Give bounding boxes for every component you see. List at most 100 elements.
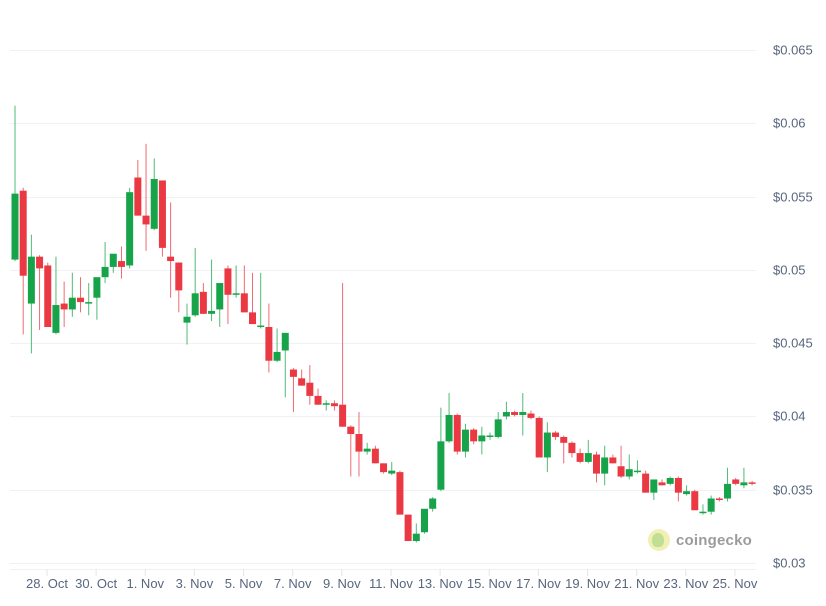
candle-down[interactable] [511,412,519,415]
candle-up[interactable] [232,293,240,295]
candle-up[interactable] [11,193,19,260]
candle-up[interactable] [445,414,453,442]
candle-down[interactable] [265,327,273,361]
candle-up[interactable] [52,305,60,333]
candle-up[interactable] [461,429,469,452]
x-tick-label: 9. Nov [323,576,361,591]
candle-down[interactable] [117,261,125,267]
candle-down[interactable] [134,177,142,216]
candle-down[interactable] [371,448,379,464]
candle-down[interactable] [167,256,175,262]
candle-up[interactable] [85,302,93,304]
candle-down[interactable] [535,417,543,458]
candle-down[interactable] [240,293,248,313]
candle-down[interactable] [748,482,756,484]
candle-up[interactable] [437,441,445,490]
candle-down[interactable] [453,414,461,452]
candle-up[interactable] [388,470,396,474]
candle-up[interactable] [183,316,191,323]
candle-up[interactable] [363,448,371,452]
candle-down[interactable] [592,454,600,474]
x-tick-label: 23. Nov [663,576,709,591]
candle-up[interactable] [216,283,224,310]
x-tick-label: 7. Nov [273,576,312,591]
candle-down[interactable] [289,369,297,377]
candle-down[interactable] [642,473,650,493]
candle-up[interactable] [322,403,330,405]
candle-up[interactable] [478,435,486,442]
candle-down[interactable] [347,426,355,435]
candle-up[interactable] [257,325,265,328]
candle-up[interactable] [666,477,674,484]
candle-down[interactable] [609,457,617,464]
candle-down[interactable] [36,256,44,269]
candle-up[interactable] [543,432,551,458]
candle-down[interactable] [617,466,625,477]
candle-down[interactable] [142,215,150,225]
y-tick-label: $0.035 [773,482,813,498]
candle-down[interactable] [470,429,478,442]
candle-up[interactable] [740,482,748,486]
candle-down[interactable] [199,291,207,314]
candle-up[interactable] [109,253,117,267]
candle-up[interactable] [191,293,199,316]
candle-up[interactable] [93,277,101,298]
candle-up[interactable] [494,419,502,437]
candle-down[interactable] [330,403,338,407]
candle-down[interactable] [60,303,68,310]
candle-up[interactable] [101,266,109,278]
candle-down[interactable] [732,479,740,484]
candle-up[interactable] [502,412,510,417]
candle-up[interactable] [486,435,494,437]
candle-up[interactable] [429,498,437,509]
candle-up[interactable] [273,351,281,361]
candle-down[interactable] [175,262,183,291]
candle-down[interactable] [658,482,666,486]
candle-down[interactable] [314,395,322,405]
candle-down[interactable] [674,477,682,493]
candle-up[interactable] [584,453,592,462]
x-tick-label: 3. Nov [175,576,214,591]
candle-down[interactable] [568,442,576,454]
candle-up[interactable] [601,457,609,474]
candle-up[interactable] [68,297,76,310]
candle-down[interactable] [298,378,306,386]
candle-down[interactable] [19,190,27,276]
candle-up[interactable] [412,533,420,542]
candle-up[interactable] [650,479,658,493]
candle-up[interactable] [625,469,633,477]
candle-down[interactable] [527,413,535,418]
candle-down[interactable] [306,382,314,396]
candle-down[interactable] [249,312,257,325]
candle-up[interactable] [699,511,707,514]
x-tick-label: 25. Nov [712,576,758,591]
candle-down[interactable] [691,491,699,511]
candle-down[interactable] [339,404,347,427]
x-tick-label: 21. Nov [614,576,660,591]
candle-up[interactable] [724,483,732,499]
candle-down[interactable] [404,514,412,542]
candle-up[interactable] [150,178,158,229]
candle-down[interactable] [77,297,85,303]
candle-down[interactable] [715,498,723,501]
candle-down[interactable] [158,180,166,248]
x-tick-label: 30. Oct [75,576,118,591]
candle-up[interactable] [633,470,641,473]
candle-down[interactable] [380,463,388,473]
candle-up[interactable] [707,498,715,512]
candle-down[interactable] [560,436,568,443]
candle-down[interactable] [355,434,363,452]
candle-up[interactable] [208,310,216,314]
candle-up[interactable] [126,192,134,266]
candle-down[interactable] [396,472,404,515]
candle-down[interactable] [552,432,560,437]
candle-down[interactable] [576,453,584,462]
candle-up[interactable] [281,332,289,351]
candle-up[interactable] [421,508,428,533]
candle-down[interactable] [44,265,52,328]
candle-up[interactable] [683,491,691,495]
candle-up[interactable] [519,412,527,415]
candle-down[interactable] [224,268,232,295]
candle-up[interactable] [27,256,35,304]
